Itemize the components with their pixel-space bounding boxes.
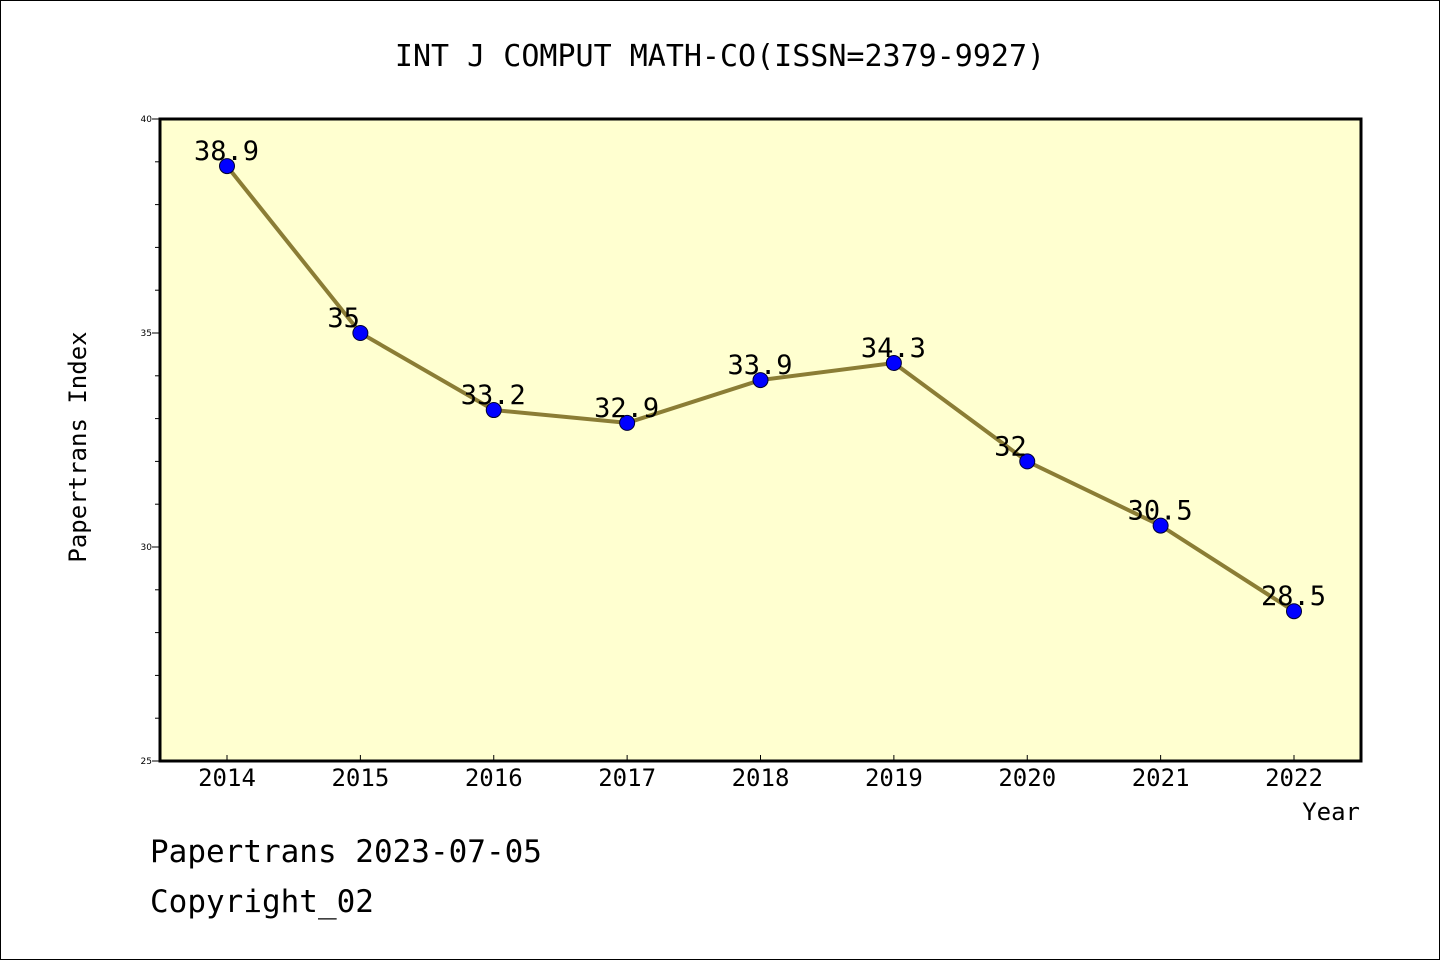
x-axis-label: Year xyxy=(1302,798,1360,826)
x-tick-label: 2020 xyxy=(998,764,1056,792)
plot-area xyxy=(158,117,1363,763)
data-point xyxy=(752,372,769,389)
x-tick-label: 2017 xyxy=(598,764,656,792)
data-point xyxy=(619,414,636,431)
data-label: 38.9 xyxy=(194,136,259,167)
x-tick-label: 2019 xyxy=(865,764,923,792)
footer-source: Papertrans 2023-07-05 xyxy=(150,834,542,870)
data-point xyxy=(485,402,502,419)
y-tick-label: 35 xyxy=(141,329,152,339)
data-label: 30.5 xyxy=(1128,496,1193,527)
data-point xyxy=(1286,603,1302,620)
data-point xyxy=(352,325,369,341)
y-axis-label: Papertrans Index xyxy=(64,331,92,562)
data-label: 32.9 xyxy=(594,393,659,424)
data-label: 33.9 xyxy=(728,350,793,381)
data-label: 28.5 xyxy=(1261,581,1326,612)
y-tick-label: 25 xyxy=(141,757,152,767)
y-tick-label: 30 xyxy=(141,543,153,553)
x-tick-label: 2015 xyxy=(331,764,389,792)
x-tick-label: 2021 xyxy=(1132,764,1190,792)
chart-title: INT J COMPUT MATH-CO(ISSN=2379-9927) xyxy=(395,39,1045,74)
data-label: 35 xyxy=(327,303,360,334)
x-axis-ticks: 2014 2015 2016 2017 2018 2019 2020 2021 2022 xyxy=(198,755,1323,792)
x-tick-label: 2018 xyxy=(732,764,790,792)
x-tick-label: 2022 xyxy=(1265,764,1323,792)
data-label: 32 xyxy=(994,431,1027,462)
x-tick-label: 2016 xyxy=(465,764,523,792)
data-label: 34.3 xyxy=(861,333,926,364)
data-point xyxy=(885,354,902,371)
series-markers xyxy=(219,158,1302,620)
data-point xyxy=(1152,517,1169,534)
x-tick-label: 2014 xyxy=(198,764,256,792)
data-point xyxy=(219,158,235,175)
footer-copyright: Copyright_02 xyxy=(150,884,374,920)
data-label: 33.2 xyxy=(461,380,526,411)
data-labels: 38.9 35 33.2 32.9 33.9 34.3 32 30.5 28.5 xyxy=(194,136,1326,612)
data-point xyxy=(1019,453,1036,470)
y-axis-ticks: 25 30 35 40 xyxy=(141,115,160,767)
y-tick-label: 40 xyxy=(141,115,153,125)
